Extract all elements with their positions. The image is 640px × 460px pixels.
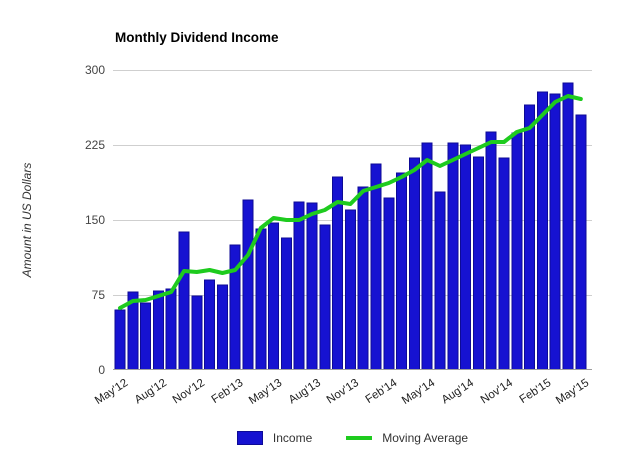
income-bar (268, 222, 280, 371)
legend-moving-average-label: Moving Average (382, 431, 469, 445)
y-tick-label: 300 (84, 63, 105, 77)
income-bar (447, 142, 459, 371)
income-bar (536, 91, 548, 371)
x-tick-label: May'12 (93, 377, 131, 408)
income-bar (357, 186, 369, 371)
x-tick-label: Feb'15 (517, 377, 553, 407)
moving-average-line (118, 94, 583, 310)
income-bar (549, 93, 561, 371)
x-tick-label: Feb'13 (210, 377, 246, 407)
y-tick-label: 150 (84, 213, 105, 227)
x-tick-label: Nov'14 (478, 377, 515, 407)
income-bar (562, 82, 574, 371)
x-tick-label: Aug'14 (439, 377, 477, 407)
income-bar (396, 172, 408, 371)
income-bar (344, 209, 356, 371)
x-tick-label: May'14 (400, 377, 438, 408)
income-bar (140, 302, 152, 371)
income-bar (178, 231, 190, 371)
x-tick-label: May'15 (554, 377, 592, 408)
legend-income-label: Income (272, 431, 313, 445)
income-bar (191, 295, 203, 371)
chart-svg (113, 70, 592, 371)
income-bar (242, 199, 254, 371)
income-bar (255, 228, 267, 371)
income-bar (575, 114, 587, 371)
y-tick-label: 75 (91, 288, 105, 302)
x-tick-label: May'13 (246, 377, 285, 408)
income-bar (280, 237, 292, 371)
legend-moving-average-swatch (346, 436, 373, 440)
income-bar (511, 132, 523, 371)
x-tick-label: Nov'12 (171, 377, 208, 407)
income-bar (460, 144, 472, 371)
income-bar (293, 201, 305, 371)
income-bar (434, 191, 446, 371)
income-bar (306, 202, 318, 371)
income-bar (383, 197, 395, 371)
income-bar (216, 284, 228, 371)
income-bar (485, 131, 497, 371)
x-tick-label: Aug'12 (132, 377, 169, 407)
income-bar (319, 224, 331, 371)
y-axis-title: Amount in US Dollars (20, 162, 34, 278)
y-tick-label: 0 (98, 363, 105, 377)
legend: Income Moving Average (113, 429, 592, 447)
x-tick-label: Feb'14 (363, 377, 400, 407)
legend-income-swatch (236, 431, 263, 445)
income-bar (472, 156, 484, 371)
x-tick-label: Aug'13 (286, 377, 323, 407)
income-bar (165, 288, 177, 371)
x-tick-label: Nov'13 (324, 377, 361, 407)
income-bar (421, 142, 433, 371)
income-bar (408, 157, 420, 371)
income-bar (524, 104, 536, 371)
y-tick-label: 225 (84, 138, 105, 152)
income-bar (204, 279, 216, 371)
income-bar (370, 163, 382, 371)
income-bar (498, 157, 510, 371)
chart-title: Monthly Dividend Income (115, 30, 279, 45)
income-bar (114, 309, 126, 371)
income-bar (152, 290, 164, 371)
plot-area (113, 70, 592, 371)
